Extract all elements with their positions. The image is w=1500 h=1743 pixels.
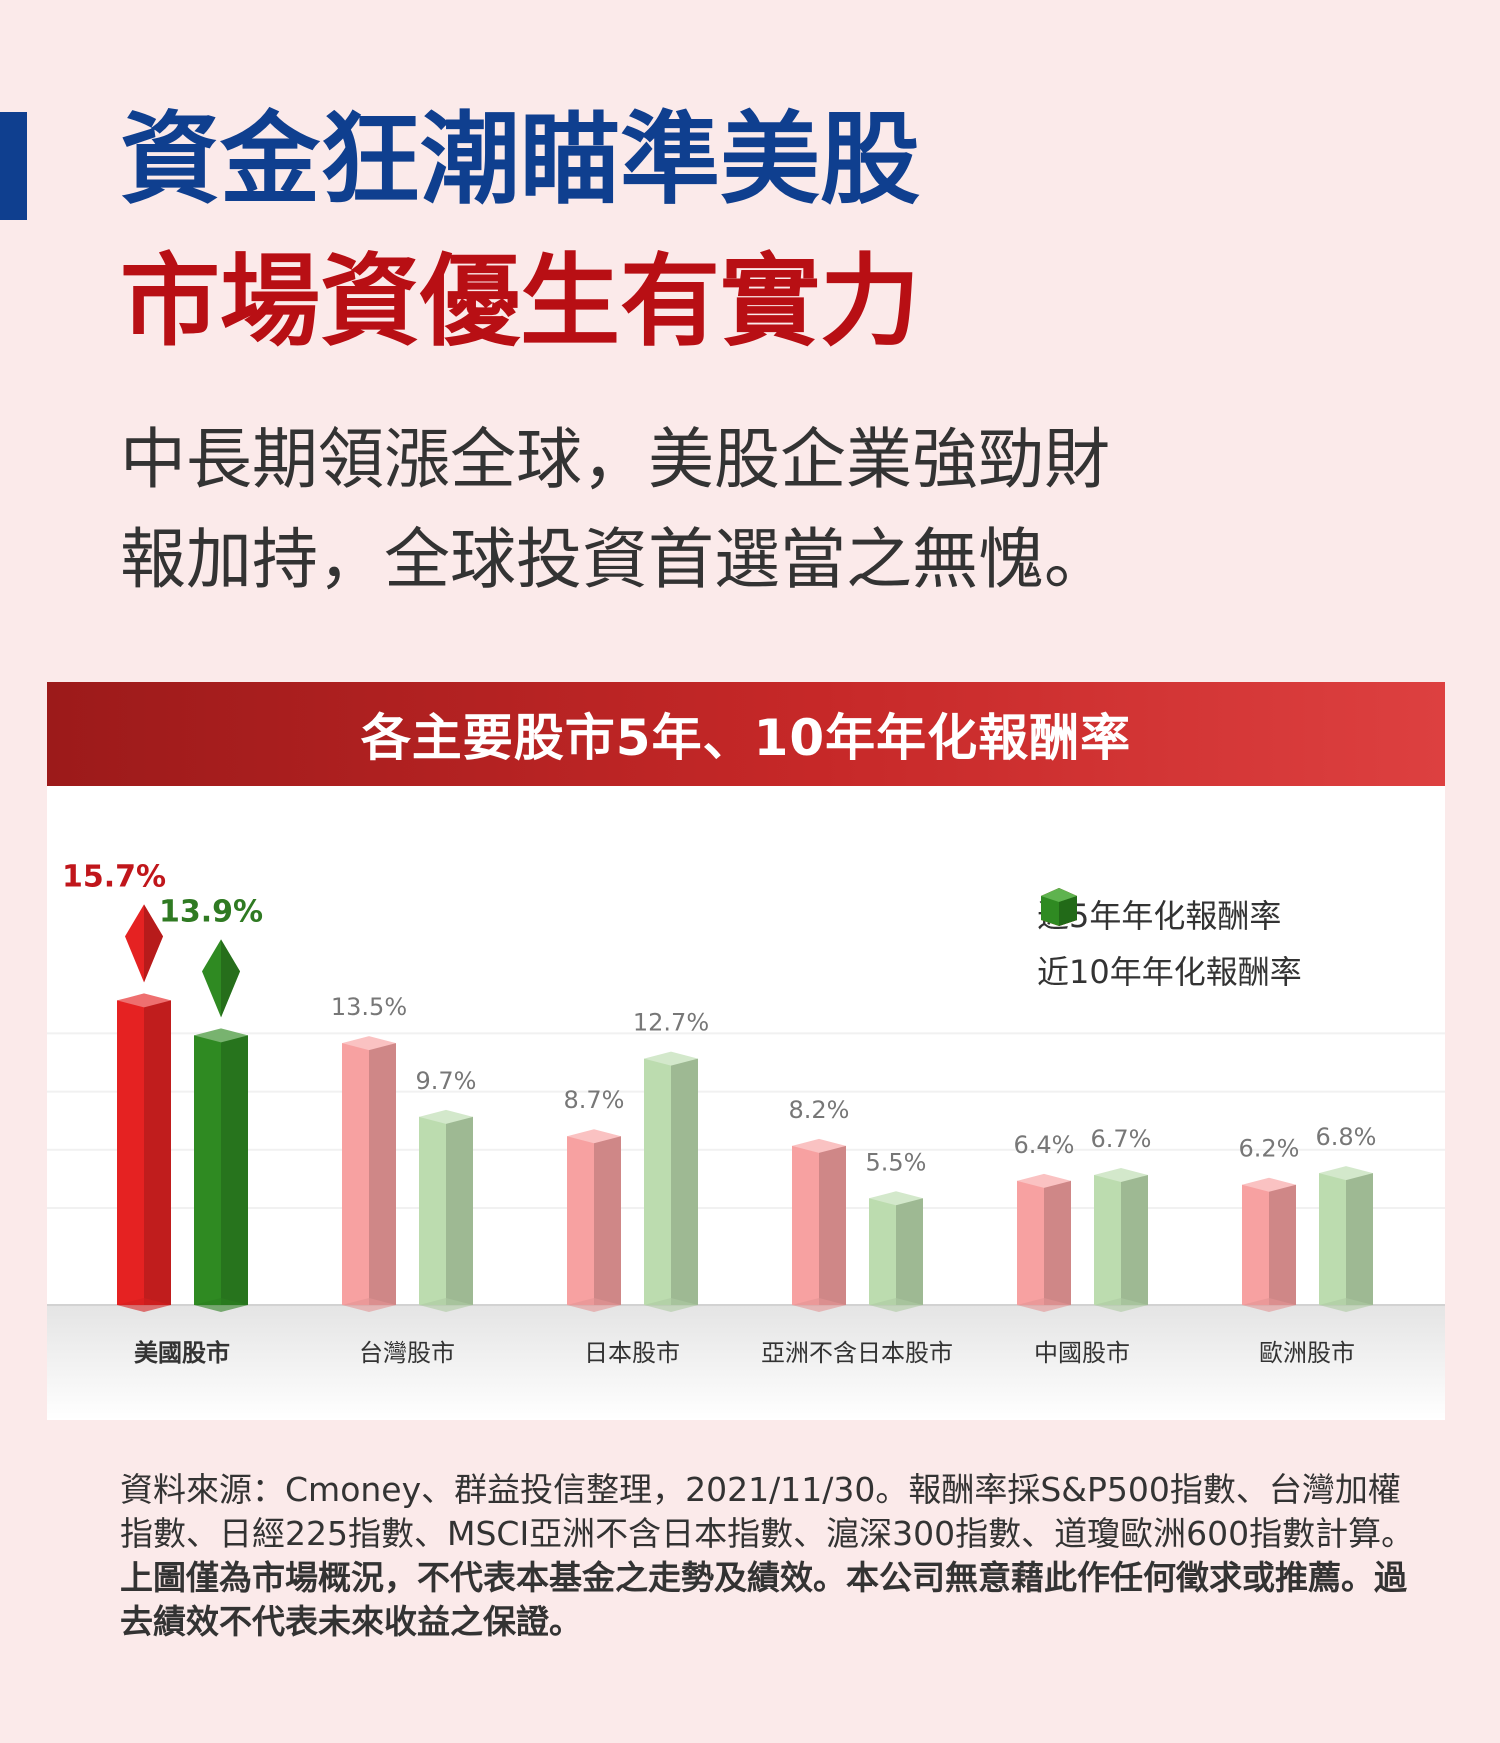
bar-five-year-front — [1242, 1184, 1269, 1305]
data-label-five-year: 15.7% — [62, 859, 166, 894]
data-label-five-year: 13.5% — [331, 993, 407, 1021]
bar-ten-year-base — [1319, 1298, 1373, 1312]
data-label-ten-year: 9.7% — [416, 1067, 477, 1095]
bar-five-year-top — [117, 993, 171, 1008]
data-label-ten-year: 13.9% — [159, 894, 263, 929]
bar-five-year-top — [792, 1138, 846, 1153]
bar-five-year-base — [1242, 1298, 1296, 1312]
page-title-line-1: 資金狂潮瞄準美股 — [120, 101, 920, 218]
bar-ten-year-base — [419, 1298, 473, 1312]
category-label: 亞洲不含日本股市 — [761, 1339, 953, 1367]
data-label-ten-year: 6.7% — [1091, 1125, 1152, 1153]
subtitle: 中長期領漲全球，美股企業強勁財 報加持，全球投資首選當之無愧。 — [120, 410, 1420, 610]
category-label: 台灣股市 — [359, 1339, 455, 1367]
diamond-marker-five-year-shade — [144, 904, 163, 983]
bar-five-year-side — [1044, 1180, 1071, 1305]
data-label-five-year: 6.4% — [1014, 1131, 1075, 1159]
legend-swatch-green — [1041, 888, 1077, 926]
bar-ten-year-top — [194, 1028, 248, 1043]
subtitle-line-2: 報加持，全球投資首選當之無愧。 — [120, 521, 1110, 598]
bar-ten-year-top — [419, 1109, 473, 1124]
data-label-ten-year: 6.8% — [1316, 1123, 1377, 1151]
bar-five-year-side — [369, 1043, 396, 1305]
bar-five-year-base — [342, 1298, 396, 1312]
diamond-marker-ten-year-shade — [221, 939, 240, 1018]
footnote-source: 資料來源：Cmoney、群益投信整理，2021/11/30。報酬率採S&P500… — [120, 1470, 1415, 1553]
bar-chart: 15.7%13.9% 美國股市 13.5% 9.7% 台灣股市 8.7% 12.7% 日本股市… — [47, 859, 1445, 1420]
category-label: 中國股市 — [1034, 1339, 1130, 1367]
bar-ten-year-side — [896, 1198, 923, 1305]
bar-ten-year-front — [194, 1035, 221, 1305]
data-label-five-year: 8.7% — [564, 1086, 625, 1114]
chart-legend: 近5年年化報酬率 近10年年化報酬率 — [1037, 886, 1302, 998]
footnote-disclaimer: 上圖僅為市場概況，不代表本基金之走勢及績效。本公司無意藉此作任何徵求或推薦。過去… — [120, 1558, 1407, 1641]
bar-ten-year-side — [1346, 1173, 1373, 1305]
bar-five-year-front — [792, 1145, 819, 1305]
bar-ten-year-base — [644, 1298, 698, 1312]
category-label: 日本股市 — [584, 1339, 680, 1367]
category-label: 歐洲股市 — [1259, 1339, 1355, 1367]
bar-ten-year-top — [869, 1191, 923, 1206]
bar-ten-year-side — [221, 1035, 248, 1305]
bar-five-year-top — [342, 1036, 396, 1051]
legend-label-five-year: 近5年年化報酬率 — [1037, 897, 1282, 935]
subtitle-line-1: 中長期領漲全球，美股企業強勁財 — [120, 421, 1110, 498]
bar-ten-year-base — [194, 1298, 248, 1312]
bar-ten-year-front — [644, 1058, 671, 1305]
bar-ten-year-side — [1121, 1175, 1148, 1305]
bar-ten-year-front — [419, 1116, 446, 1305]
bar-ten-year-front — [869, 1198, 896, 1305]
bar-five-year-base — [117, 1298, 171, 1312]
chart-banner: 各主要股市5年、10年年化報酬率 — [47, 682, 1445, 786]
data-label-ten-year: 5.5% — [866, 1148, 927, 1176]
legend-label-ten-year: 近10年年化報酬率 — [1037, 953, 1302, 991]
page-title-line-2: 市場資優生有實力 — [120, 243, 920, 360]
category-label: 美國股市 — [134, 1339, 230, 1367]
bar-five-year-side — [144, 1000, 171, 1305]
bar-five-year-top — [1242, 1177, 1296, 1192]
bar-five-year-side — [819, 1145, 846, 1305]
legend-item-ten-year: 近10年年化報酬率 — [1037, 888, 1302, 998]
chart-title: 各主要股市5年、10年年化報酬率 — [360, 709, 1132, 767]
chart-plot-area: 15.7% 13.9% 美國股市 13.5% 9.7% 台灣股市 8.7% 12.7% 日本股市… — [47, 786, 1445, 1420]
bar-ten-year-side — [446, 1116, 473, 1305]
bar-ten-year-front — [1319, 1173, 1346, 1305]
bar-five-year-front — [342, 1043, 369, 1305]
bar-ten-year-top — [644, 1051, 698, 1066]
data-label-five-year: 6.2% — [1239, 1135, 1300, 1163]
bar-ten-year-front — [1094, 1175, 1121, 1305]
bar-five-year-front — [567, 1136, 594, 1305]
title-accent-bar — [0, 112, 27, 220]
bar-ten-year-base — [869, 1298, 923, 1312]
bar-ten-year-side — [671, 1058, 698, 1305]
data-label-five-year: 8.2% — [789, 1096, 850, 1124]
bar-five-year-base — [567, 1298, 621, 1312]
bar-five-year-base — [1017, 1298, 1071, 1312]
bar-five-year-base — [792, 1298, 846, 1312]
chart-floor — [47, 1305, 1445, 1420]
bar-ten-year-base — [1094, 1298, 1148, 1312]
bar-five-year-front — [117, 1000, 144, 1305]
data-label-ten-year: 12.7% — [633, 1009, 709, 1037]
bar-five-year-top — [1017, 1173, 1071, 1188]
chart-panel: 各主要股市5年、10年年化報酬率 15.7% 13.9% 美國股市 13.5% 9.7%… — [47, 682, 1445, 1420]
bar-five-year-side — [1269, 1184, 1296, 1305]
bar-five-year-top — [567, 1129, 621, 1144]
bar-ten-year-top — [1319, 1166, 1373, 1181]
bar-five-year-side — [594, 1136, 621, 1305]
bar-ten-year-top — [1094, 1168, 1148, 1183]
footnote: 資料來源：Cmoney、群益投信整理，2021/11/30。報酬率採S&P500… — [120, 1468, 1420, 1644]
bar-five-year-front — [1017, 1180, 1044, 1305]
